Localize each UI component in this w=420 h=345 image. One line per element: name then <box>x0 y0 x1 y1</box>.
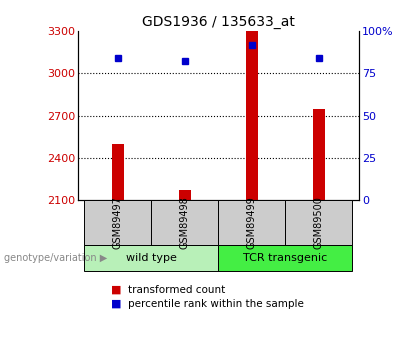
Text: GSM89500: GSM89500 <box>314 196 324 249</box>
Text: percentile rank within the sample: percentile rank within the sample <box>128 299 304 308</box>
Text: wild type: wild type <box>126 253 177 263</box>
Text: GSM89497: GSM89497 <box>113 196 123 249</box>
Text: TCR transgenic: TCR transgenic <box>243 253 328 263</box>
Bar <box>179 189 191 200</box>
Text: GSM89499: GSM89499 <box>247 196 257 249</box>
Text: GSM89498: GSM89498 <box>180 196 190 249</box>
Text: transformed count: transformed count <box>128 285 225 295</box>
Text: ■: ■ <box>111 299 122 308</box>
Text: genotype/variation ▶: genotype/variation ▶ <box>4 253 108 263</box>
Text: ■: ■ <box>111 285 122 295</box>
Bar <box>246 31 258 200</box>
Bar <box>112 144 124 200</box>
Title: GDS1936 / 135633_at: GDS1936 / 135633_at <box>142 14 295 29</box>
Bar <box>313 109 325 200</box>
